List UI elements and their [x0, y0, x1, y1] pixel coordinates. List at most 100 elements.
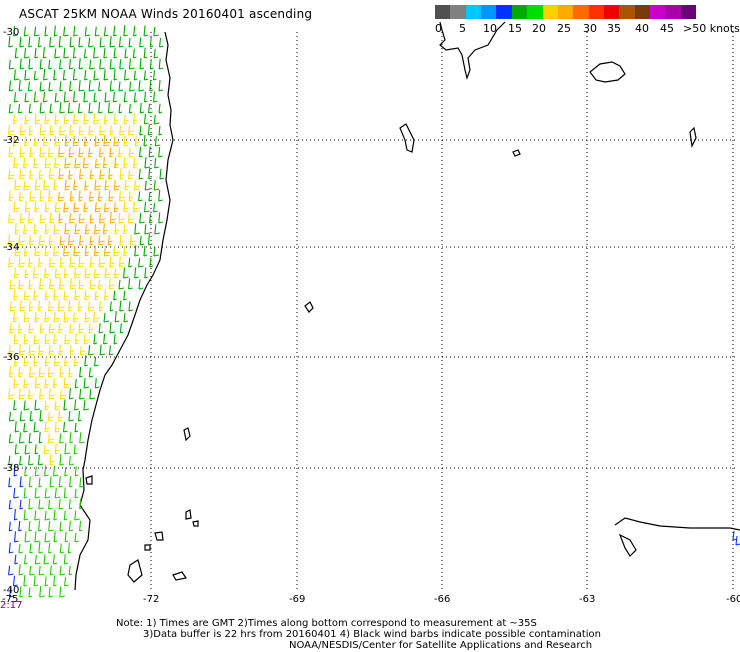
wind-barb	[153, 48, 159, 59]
wind-barb	[153, 246, 160, 257]
wind-barb	[18, 521, 22, 532]
wind-barb	[84, 355, 88, 367]
wind-barb	[18, 388, 26, 400]
wind-barb	[48, 543, 52, 554]
wind-barb	[33, 157, 39, 169]
wind-barb	[74, 158, 81, 169]
wind-barb	[34, 312, 40, 323]
wind-barb	[74, 422, 79, 433]
wind-barb	[48, 81, 54, 92]
wind-barb	[58, 476, 63, 488]
wind-barb	[74, 532, 80, 543]
wind-barb	[74, 223, 81, 235]
wind-barb	[118, 256, 125, 268]
wind-barb	[34, 554, 41, 565]
wind-barb	[78, 125, 85, 136]
wind-barb	[113, 47, 118, 59]
wind-barb	[97, 190, 103, 202]
wind-barb	[49, 125, 56, 136]
wind-barb	[14, 223, 20, 235]
wind-barb	[139, 37, 144, 48]
wind-barb	[102, 156, 108, 169]
wind-barb	[78, 279, 85, 290]
wind-barb	[44, 333, 51, 345]
wind-barb	[58, 498, 64, 510]
wind-barb	[49, 37, 55, 48]
wind-barb	[18, 564, 24, 576]
wind-barb	[33, 223, 39, 235]
wind-barb	[18, 103, 23, 114]
wind-barb	[28, 36, 32, 48]
wind-barb	[84, 267, 92, 279]
legend-tick-label: 25	[557, 22, 571, 35]
wind-barb	[99, 344, 106, 356]
island-7	[127, 559, 143, 583]
wind-barb	[158, 103, 163, 114]
wind-barb	[53, 245, 60, 257]
chile-coastline	[74, 31, 174, 591]
wind-barb	[57, 410, 64, 422]
wind-barb	[24, 268, 30, 279]
wind-barb	[153, 114, 160, 125]
note-line-1: Note: 1) Times are GMT 2)Times along bot…	[116, 618, 537, 629]
wind-barb	[128, 169, 134, 180]
wind-barb	[103, 202, 110, 213]
wind-barb	[64, 334, 71, 345]
wind-barb	[128, 278, 133, 290]
wind-barb	[78, 190, 84, 202]
wind-barb	[19, 299, 27, 312]
wind-barb	[143, 135, 148, 147]
wind-barb	[39, 102, 46, 114]
wind-barb	[79, 366, 83, 378]
wind-barb	[28, 300, 34, 312]
wind-barb	[17, 323, 23, 334]
wind-barb	[123, 201, 129, 213]
note-line-2: 3)Data buffer is 22 hrs from 20160401 4)…	[143, 629, 601, 640]
wind-barb	[133, 25, 137, 37]
wind-barb	[97, 279, 103, 290]
legend-swatch	[511, 5, 528, 19]
wind-barb	[37, 300, 43, 312]
wind-barb	[68, 59, 74, 70]
wind-barb	[74, 399, 79, 411]
wind-barb	[139, 57, 145, 70]
wind-barb	[123, 290, 127, 301]
wind-barb	[123, 70, 130, 81]
wind-barb	[19, 146, 26, 158]
wind-barb	[78, 147, 84, 158]
wind-barb	[84, 224, 91, 235]
wind-barb	[59, 433, 64, 444]
lagoon-1	[399, 123, 415, 153]
wind-barb	[79, 432, 85, 444]
wind-barb	[37, 257, 43, 268]
wind-barb	[59, 586, 65, 598]
wind-barb	[44, 157, 52, 169]
wind-barb	[72, 135, 80, 147]
wind-barb	[28, 103, 33, 114]
wind-barb	[93, 245, 100, 257]
wind-barb	[14, 444, 20, 455]
wind-barb	[93, 113, 100, 125]
wind-barb	[69, 80, 73, 92]
wind-barb	[49, 565, 54, 576]
wind-barb	[8, 59, 15, 70]
wind-barb	[33, 136, 39, 147]
wind-barb	[64, 576, 69, 587]
wind-barb	[27, 389, 34, 400]
wind-barb	[118, 212, 125, 224]
lat-lon-grid	[6, 32, 735, 590]
wind-barb	[48, 520, 54, 532]
wind-barb	[119, 323, 124, 334]
wind-barb	[88, 37, 94, 48]
wind-barb	[104, 179, 110, 191]
wind-barb	[78, 58, 84, 70]
wind-barb	[69, 345, 75, 356]
wind-barb	[108, 345, 114, 356]
wind-barb	[69, 124, 75, 136]
wind-barb	[103, 246, 111, 257]
wind-barb	[118, 36, 124, 48]
wind-barb	[53, 158, 60, 169]
wind-barb	[44, 290, 50, 301]
wind-barb	[24, 466, 28, 477]
wind-barb	[19, 499, 24, 510]
